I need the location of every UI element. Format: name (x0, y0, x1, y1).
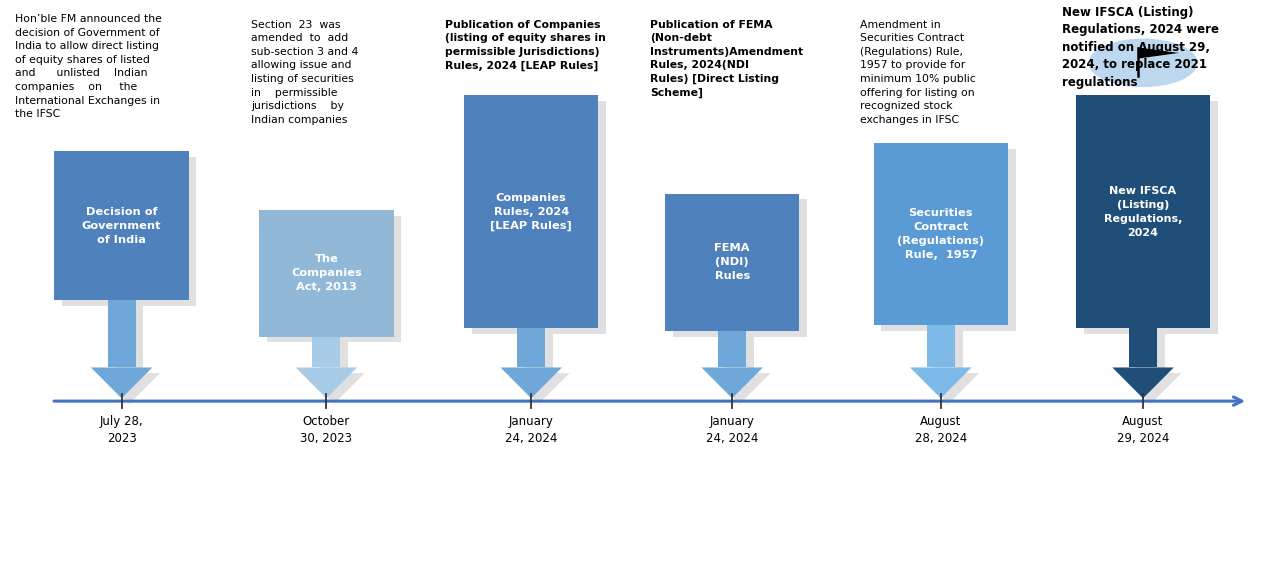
FancyBboxPatch shape (673, 199, 808, 337)
FancyBboxPatch shape (472, 101, 607, 334)
Polygon shape (910, 367, 972, 398)
Polygon shape (927, 325, 955, 367)
Polygon shape (1137, 334, 1165, 373)
Text: Hon’ble FM announced the
decision of Government of
India to allow direct listing: Hon’ble FM announced the decision of Gov… (15, 14, 163, 119)
Polygon shape (1120, 373, 1181, 404)
FancyBboxPatch shape (465, 95, 599, 328)
Text: Publication of FEMA
(Non-debt
Instruments)Amendment
Rules, 2024(NDI
Rules) [Dire: Publication of FEMA (Non-debt Instrument… (650, 20, 804, 98)
Polygon shape (312, 337, 340, 367)
Polygon shape (517, 328, 545, 367)
Polygon shape (108, 300, 136, 367)
Polygon shape (701, 367, 763, 398)
Text: August
28, 2024: August 28, 2024 (915, 415, 966, 445)
FancyBboxPatch shape (268, 216, 402, 342)
Text: January
24, 2024: January 24, 2024 (506, 415, 557, 445)
Text: Publication of Companies
(listing of equity shares in
permissible Jurisdictions): Publication of Companies (listing of equ… (445, 20, 607, 71)
Polygon shape (525, 334, 553, 373)
Polygon shape (726, 337, 754, 373)
Polygon shape (303, 373, 365, 404)
FancyBboxPatch shape (874, 143, 1009, 325)
FancyBboxPatch shape (260, 210, 394, 337)
Polygon shape (320, 342, 348, 373)
FancyBboxPatch shape (666, 194, 799, 331)
Text: New IFSCA
(Listing)
Regulations,
2024: New IFSCA (Listing) Regulations, 2024 (1103, 186, 1183, 238)
Text: Companies
Rules, 2024
[LEAP Rules]: Companies Rules, 2024 [LEAP Rules] (490, 192, 572, 231)
Polygon shape (709, 373, 771, 404)
Text: FEMA
(NDI)
Rules: FEMA (NDI) Rules (714, 243, 750, 281)
Text: January
24, 2024: January 24, 2024 (707, 415, 758, 445)
Text: August
29, 2024: August 29, 2024 (1117, 415, 1169, 445)
FancyBboxPatch shape (61, 157, 197, 306)
Polygon shape (91, 367, 152, 398)
Polygon shape (99, 373, 160, 404)
Polygon shape (1112, 367, 1174, 398)
Text: Section  23  was
amended  to  add
sub-section 3 and 4
allowing issue and
listing: Section 23 was amended to add sub-sectio… (251, 20, 358, 125)
FancyBboxPatch shape (1076, 95, 1211, 328)
FancyBboxPatch shape (55, 151, 189, 300)
Polygon shape (918, 373, 979, 404)
Polygon shape (500, 367, 562, 398)
Text: Decision of
Government
of India: Decision of Government of India (82, 207, 161, 245)
Polygon shape (934, 331, 963, 373)
Polygon shape (115, 306, 143, 373)
Text: Amendment in
Securities Contract
(Regulations) Rule,
1957 to provide for
minimum: Amendment in Securities Contract (Regula… (860, 20, 975, 125)
Text: The
Companies
Act, 2013: The Companies Act, 2013 (291, 255, 362, 292)
Text: October
30, 2023: October 30, 2023 (301, 415, 352, 445)
FancyBboxPatch shape (1083, 101, 1219, 334)
Text: New IFSCA (Listing)
Regulations, 2024 were
notified on August 29,
2024, to repla: New IFSCA (Listing) Regulations, 2024 we… (1062, 6, 1220, 89)
Polygon shape (296, 367, 357, 398)
Polygon shape (718, 331, 746, 367)
Text: July 28,
2023: July 28, 2023 (100, 415, 143, 445)
Polygon shape (508, 373, 570, 404)
Circle shape (1089, 39, 1197, 86)
Polygon shape (1138, 48, 1179, 58)
FancyBboxPatch shape (881, 149, 1016, 331)
Text: Securities
Contract
(Regulations)
Rule,  1957: Securities Contract (Regulations) Rule, … (897, 208, 984, 260)
Polygon shape (1129, 328, 1157, 367)
